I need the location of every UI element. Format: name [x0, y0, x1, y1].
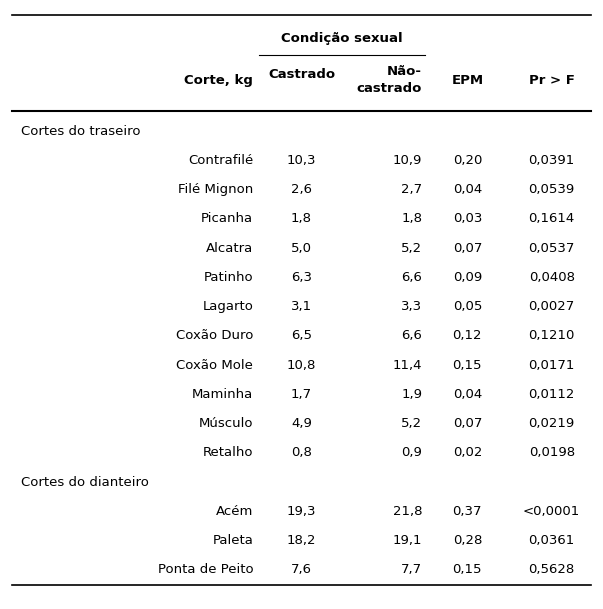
- Text: 19,1: 19,1: [393, 534, 422, 547]
- Text: Cortes do dianteiro: Cortes do dianteiro: [21, 476, 149, 488]
- Text: Castrado: Castrado: [268, 68, 335, 81]
- Text: 0,20: 0,20: [453, 154, 482, 167]
- Text: 5,2: 5,2: [401, 242, 422, 255]
- Text: Coxão Duro: Coxão Duro: [176, 329, 253, 342]
- Text: 0,0027: 0,0027: [529, 300, 575, 313]
- Text: 0,0391: 0,0391: [529, 154, 575, 167]
- Text: 1,7: 1,7: [291, 388, 312, 401]
- Text: 6,5: 6,5: [291, 329, 312, 342]
- Text: 0,15: 0,15: [453, 359, 482, 371]
- Text: 0,0408: 0,0408: [529, 271, 575, 284]
- Text: Músculo: Músculo: [199, 417, 253, 430]
- Text: Ponta de Peito: Ponta de Peito: [157, 563, 253, 576]
- Text: 0,28: 0,28: [453, 534, 482, 547]
- Text: 1,9: 1,9: [401, 388, 422, 401]
- Text: 0,05: 0,05: [453, 300, 482, 313]
- Text: 0,0361: 0,0361: [529, 534, 575, 547]
- Text: 0,8: 0,8: [291, 446, 312, 459]
- Text: Maminha: Maminha: [192, 388, 253, 401]
- Text: 11,4: 11,4: [393, 359, 422, 371]
- Text: 7,7: 7,7: [401, 563, 422, 576]
- Text: 7,6: 7,6: [291, 563, 312, 576]
- Text: 4,9: 4,9: [291, 417, 312, 430]
- Text: 10,9: 10,9: [393, 154, 422, 167]
- Text: Filé Mignon: Filé Mignon: [178, 183, 253, 196]
- Text: 0,15: 0,15: [453, 563, 482, 576]
- Text: 0,12: 0,12: [453, 329, 482, 342]
- Text: 0,0539: 0,0539: [529, 183, 575, 196]
- Text: 19,3: 19,3: [287, 505, 316, 518]
- Text: 3,3: 3,3: [401, 300, 422, 313]
- Text: 0,0537: 0,0537: [529, 242, 575, 255]
- Text: Paleta: Paleta: [212, 534, 253, 547]
- Text: 0,37: 0,37: [453, 505, 482, 518]
- Text: Condição sexual: Condição sexual: [282, 32, 403, 45]
- Text: Retalho: Retalho: [203, 446, 253, 459]
- Text: 0,5628: 0,5628: [529, 563, 575, 576]
- Text: 0,0112: 0,0112: [529, 388, 575, 401]
- Text: 0,04: 0,04: [453, 388, 482, 401]
- Text: 5,2: 5,2: [401, 417, 422, 430]
- Text: 6,3: 6,3: [291, 271, 312, 284]
- Text: 2,6: 2,6: [291, 183, 312, 196]
- Text: 0,1614: 0,1614: [529, 213, 575, 225]
- Text: 1,8: 1,8: [401, 213, 422, 225]
- Text: 0,03: 0,03: [453, 213, 482, 225]
- Text: Acém: Acém: [216, 505, 253, 518]
- Text: 2,7: 2,7: [401, 183, 422, 196]
- Text: 0,02: 0,02: [453, 446, 482, 459]
- Text: 10,3: 10,3: [287, 154, 316, 167]
- Text: castrado: castrado: [357, 82, 422, 96]
- Text: Cortes do traseiro: Cortes do traseiro: [21, 125, 140, 138]
- Text: Não-: Não-: [387, 65, 422, 79]
- Text: 0,0198: 0,0198: [529, 446, 575, 459]
- Text: Lagarto: Lagarto: [203, 300, 253, 313]
- Text: 10,8: 10,8: [287, 359, 316, 371]
- Text: 0,0171: 0,0171: [529, 359, 575, 371]
- Text: 1,8: 1,8: [291, 213, 312, 225]
- Text: 5,0: 5,0: [291, 242, 312, 255]
- Text: 0,07: 0,07: [453, 242, 482, 255]
- Text: 0,09: 0,09: [453, 271, 482, 284]
- Text: 0,0219: 0,0219: [529, 417, 575, 430]
- Text: Patinho: Patinho: [204, 271, 253, 284]
- Text: 6,6: 6,6: [401, 329, 422, 342]
- Text: 6,6: 6,6: [401, 271, 422, 284]
- Text: 0,1210: 0,1210: [529, 329, 575, 342]
- Text: Picanha: Picanha: [201, 213, 253, 225]
- Text: 0,9: 0,9: [401, 446, 422, 459]
- Text: 3,1: 3,1: [291, 300, 312, 313]
- Text: Pr > F: Pr > F: [529, 74, 575, 87]
- Text: EPM: EPM: [451, 74, 484, 87]
- Text: 0,04: 0,04: [453, 183, 482, 196]
- Text: <0,0001: <0,0001: [523, 505, 580, 518]
- Text: Corte, kg: Corte, kg: [185, 74, 253, 87]
- Text: Contrafilé: Contrafilé: [188, 154, 253, 167]
- Text: Alcatra: Alcatra: [206, 242, 253, 255]
- Text: 0,07: 0,07: [453, 417, 482, 430]
- Text: 21,8: 21,8: [393, 505, 422, 518]
- Text: Coxão Mole: Coxão Mole: [177, 359, 253, 371]
- Text: 18,2: 18,2: [287, 534, 316, 547]
